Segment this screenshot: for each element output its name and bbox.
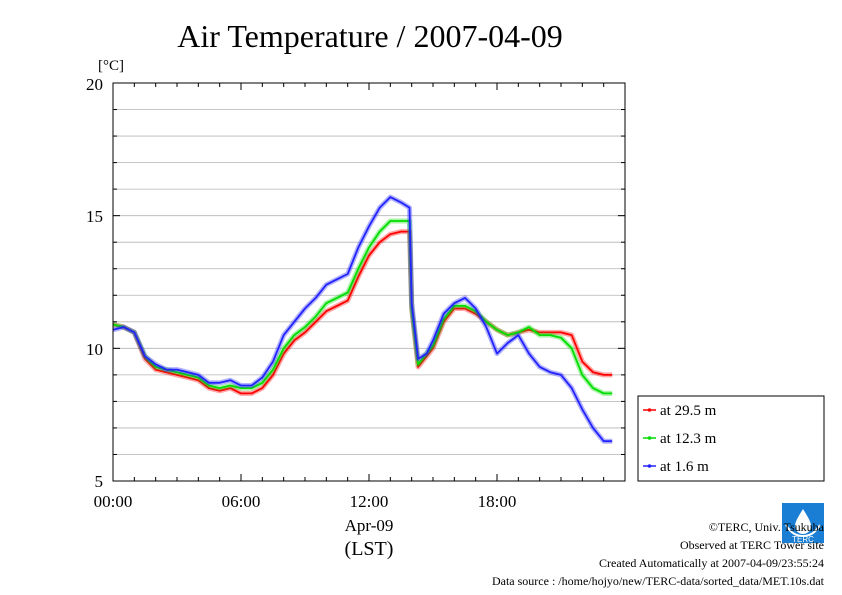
logo-text: TERC	[792, 535, 814, 543]
data-source-text: Data source : /home/hojyo/new/TERC-data/…	[491, 574, 824, 588]
terc-logo-icon: TERC	[782, 503, 824, 543]
observed-at-text: Observed at TERC Tower site	[679, 538, 824, 552]
series-line-2	[112, 196, 613, 443]
y-tick-label-20: 20	[86, 75, 103, 94]
legend-marker-29-5	[647, 408, 652, 412]
series-halo-2	[112, 194, 613, 444]
copyright-text: ©TERC, Univ. Tsukuba	[708, 520, 824, 534]
x-axis-date: Apr-09	[345, 516, 394, 535]
y-tick-label-5: 5	[95, 472, 104, 491]
legend-box	[637, 395, 825, 482]
chart-title: Air Temperature / 2007-04-09	[177, 18, 563, 54]
legend-label-29-5: at 29.5 m	[660, 403, 717, 419]
created-at-text: Created Automatically at 2007-04-09/23:5…	[599, 556, 824, 570]
x-axis-timezone: (LST)	[345, 538, 394, 560]
series-line-1	[112, 220, 613, 395]
x-tick-label-18: 18:00	[478, 492, 517, 511]
legend-marker-12-3	[647, 436, 652, 440]
x-tick-label-12: 12:00	[350, 492, 389, 511]
series-layer	[112, 194, 613, 444]
y-tick-label-15: 15	[86, 207, 103, 226]
legend-label-1-6: at 1.6 m	[660, 459, 709, 475]
series-line-0	[112, 230, 613, 395]
legend-marker-1-6	[647, 464, 652, 468]
grid-lines	[113, 109, 625, 455]
x-tick-label-00: 00:00	[94, 492, 133, 511]
y-tick-label-10: 10	[86, 340, 103, 359]
x-tick-label-06: 06:00	[222, 492, 261, 511]
legend: at 29.5 m at 12.3 m at 1.6 m	[637, 395, 825, 482]
legend-label-12-3: at 12.3 m	[660, 431, 717, 447]
y-axis-unit: [°C]	[98, 58, 124, 74]
axis-ticks	[112, 82, 626, 482]
plot-frame	[112, 82, 626, 482]
